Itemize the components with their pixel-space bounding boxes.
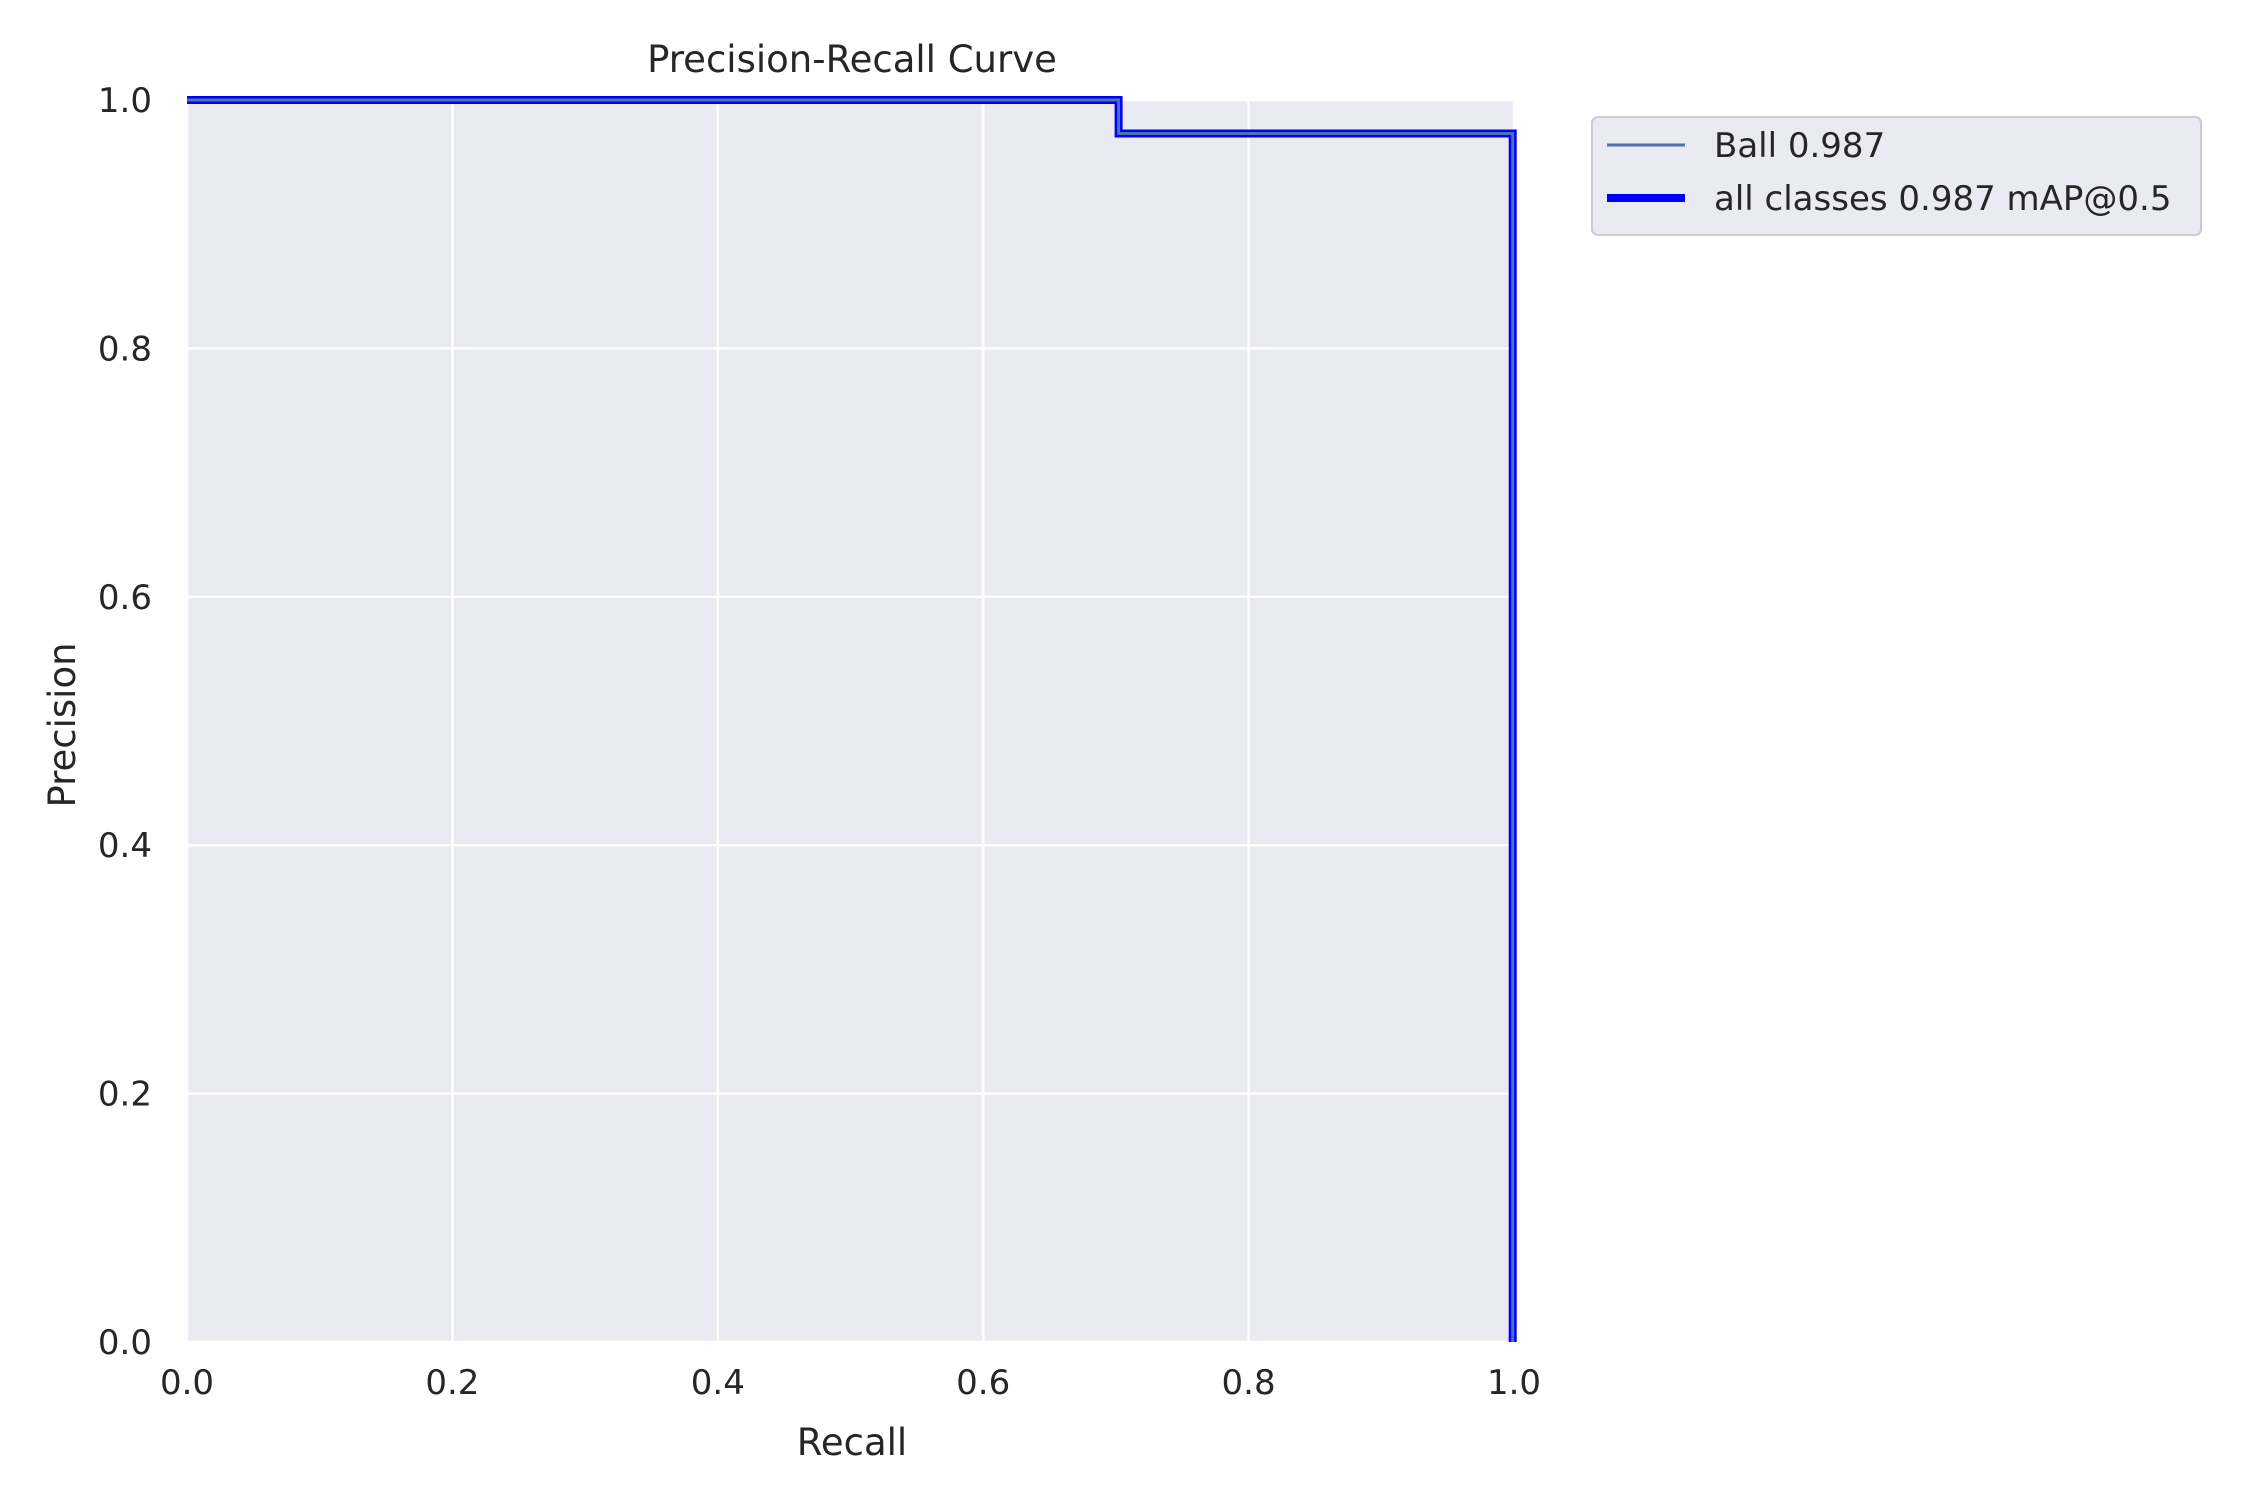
x-tick-label: 0.0 bbox=[160, 1363, 214, 1403]
series-line-ball bbox=[187, 98, 1515, 1342]
y-tick-label: 0.0 bbox=[98, 1323, 152, 1363]
y-tick-label: 0.6 bbox=[98, 578, 152, 618]
plot-area bbox=[187, 100, 1514, 1342]
y-tick-label: 0.8 bbox=[98, 329, 152, 369]
x-axis-label: Recall bbox=[797, 1421, 907, 1464]
grid-lines bbox=[185, 98, 1516, 1344]
y-tick-label: 0.4 bbox=[98, 826, 152, 866]
x-tick-label: 0.6 bbox=[956, 1363, 1010, 1403]
x-tick-label: 0.4 bbox=[691, 1363, 745, 1403]
legend-label-all-classes: all classes 0.987 mAP@0.5 bbox=[1714, 179, 2171, 219]
x-tick-label: 0.8 bbox=[1222, 1363, 1276, 1403]
legend: Ball 0.987 all classes 0.987 mAP@0.5 bbox=[1591, 116, 2202, 236]
y-tick-label: 1.0 bbox=[98, 81, 152, 121]
legend-box bbox=[1591, 116, 2202, 236]
legend-label-ball: Ball 0.987 bbox=[1714, 126, 1885, 166]
y-tick-labels: 0.0 0.2 0.4 0.6 0.8 1.0 bbox=[98, 81, 152, 1363]
y-axis-label: Precision bbox=[41, 642, 84, 807]
series-group bbox=[187, 96, 1517, 1342]
x-tick-label: 1.0 bbox=[1487, 1363, 1541, 1403]
chart-title: Precision-Recall Curve bbox=[647, 38, 1057, 81]
y-tick-label: 0.2 bbox=[98, 1075, 152, 1115]
x-tick-labels: 0.0 0.2 0.4 0.6 0.8 1.0 bbox=[160, 1363, 1541, 1403]
x-tick-label: 0.2 bbox=[425, 1363, 479, 1403]
